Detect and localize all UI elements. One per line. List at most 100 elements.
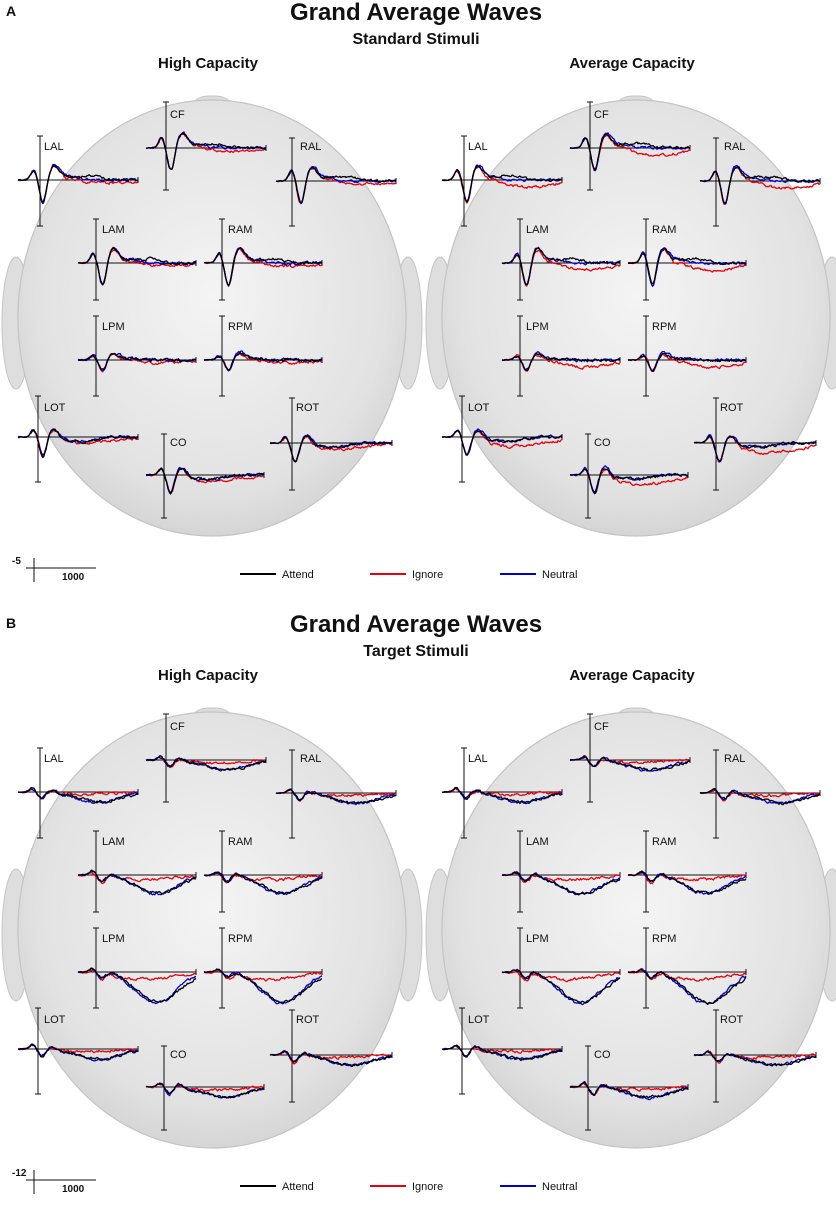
electrode-label: ROT: [720, 402, 744, 414]
electrode-label: LPM: [526, 321, 549, 333]
trace-attend-rot: [269, 435, 393, 463]
electrode-label: LPM: [102, 321, 125, 333]
head-outline: [441, 99, 831, 537]
trace-attend-rpm: [203, 352, 322, 371]
legend-label-neutral: Neutral: [542, 1181, 577, 1193]
electrode-cf: CF: [145, 101, 267, 191]
electrode-lal: LAL: [441, 747, 563, 839]
electrode-rpm: RPM: [203, 315, 323, 397]
trace-ignore-lam: [501, 872, 621, 883]
electrode-label: LAM: [526, 224, 549, 236]
panel-letter: A: [6, 3, 16, 19]
electrode-co: CO: [145, 433, 265, 519]
electrode-ral: RAL: [275, 749, 397, 839]
trace-attend-cf: [145, 132, 267, 170]
electrode-cf: CF: [569, 101, 691, 191]
electrode-label: RPM: [652, 321, 676, 333]
electrode-label: RAM: [652, 224, 676, 236]
trace-attend-rpm: [203, 968, 323, 1004]
electrode-rpm: RPM: [627, 927, 747, 1009]
trace-attend-ral: [699, 166, 821, 204]
trace-neutral-rpm: [627, 967, 747, 1006]
electrode-rot: ROT: [693, 397, 817, 491]
electrode-label: LPM: [526, 933, 549, 945]
scale-time-label: 1000: [62, 572, 85, 583]
electrode-lal: LAL: [17, 747, 139, 839]
electrode-rot: ROT: [693, 1009, 817, 1103]
electrode-ram: RAM: [203, 830, 323, 913]
electrode-label: LAM: [526, 836, 549, 848]
trace-attend-lot: [441, 429, 563, 456]
electrode-ram: RAM: [203, 218, 323, 301]
group-title: High Capacity: [158, 55, 259, 72]
electrode-label: LOT: [44, 1014, 66, 1026]
trace-attend-rot: [269, 1050, 392, 1068]
group-target-high: High Capacity LAL CF RAL LAM RAM LPM RPM LOT CO RO…: [1, 667, 423, 1149]
electrode-lam: LAM: [77, 830, 197, 913]
trace-attend-ral: [275, 167, 397, 203]
electrode-ral: RAL: [275, 137, 397, 227]
electrode-label: CF: [170, 109, 185, 121]
electrode-lpm: LPM: [501, 315, 621, 397]
trace-attend-ral: [699, 788, 821, 806]
electrode-label: CO: [594, 437, 611, 449]
electrode-label: RPM: [228, 321, 252, 333]
trace-attend-lot: [441, 1044, 563, 1062]
electrode-lal: LAL: [17, 135, 139, 227]
trace-attend-lal: [441, 165, 563, 203]
scale-amplitude-label: -12: [12, 1168, 27, 1179]
electrode-label: ROT: [296, 1014, 320, 1026]
electrode-rot: ROT: [269, 1009, 393, 1103]
trace-attend-co: [145, 1082, 265, 1099]
electrode-lam: LAM: [77, 218, 197, 301]
legend-label-neutral: Neutral: [542, 569, 577, 581]
electrode-co: CO: [569, 433, 689, 519]
trace-attend-lpm: [501, 352, 621, 371]
electrode-lpm: LPM: [77, 927, 197, 1009]
electrode-cf: CF: [569, 713, 691, 803]
electrode-lot: LOT: [17, 395, 139, 483]
legend-label-attend: Attend: [282, 569, 314, 581]
legend-label-attend: Attend: [282, 1181, 314, 1193]
panel-letter: B: [6, 615, 16, 631]
electrode-label: CF: [594, 109, 609, 121]
scale-bar: -12 1000: [12, 1168, 96, 1195]
trace-attend-rot: [693, 435, 817, 462]
electrode-lot: LOT: [441, 1007, 563, 1095]
electrode-label: RAM: [652, 836, 676, 848]
electrode-label: RPM: [652, 933, 676, 945]
electrode-label: LAL: [468, 141, 488, 153]
trace-attend-rpm: [627, 968, 747, 1005]
electrode-lpm: LPM: [77, 315, 197, 397]
electrode-label: LPM: [102, 933, 125, 945]
trace-ignore-lpm: [501, 970, 621, 983]
electrode-label: LOT: [44, 402, 66, 414]
panel-title: Grand Average Waves: [290, 0, 542, 26]
trace-attend-lal: [17, 164, 139, 203]
electrode-label: RAM: [228, 224, 252, 236]
legend: Attend Ignore Neutral: [240, 1181, 577, 1193]
trace-attend-lal: [17, 787, 139, 804]
electrode-label: CO: [594, 1049, 611, 1061]
panel-subtitle: Target Stimuli: [363, 643, 469, 660]
electrode-lot: LOT: [441, 395, 563, 483]
panel-a: A Grand Average Waves Standard Stimuli High…: [1, 0, 836, 583]
panel-b: B Grand Average Waves Target Stimuli High C…: [1, 611, 836, 1195]
electrode-label: CO: [170, 1049, 187, 1061]
electrode-label: ROT: [720, 1014, 744, 1026]
trace-attend-lpm: [77, 967, 197, 1003]
trace-attend-co: [145, 467, 265, 495]
electrode-ram: RAM: [627, 218, 747, 301]
group-title: High Capacity: [158, 667, 259, 684]
trace-attend-ral: [275, 788, 396, 804]
panel-subtitle: Standard Stimuli: [352, 31, 479, 48]
electrode-label: RPM: [228, 933, 252, 945]
group-title: Average Capacity: [569, 667, 695, 684]
trace-attend-cf: [569, 755, 691, 772]
trace-attend-lot: [17, 428, 139, 459]
trace-neutral-rot: [269, 1050, 393, 1067]
electrode-ram: RAM: [627, 830, 747, 913]
group-title: Average Capacity: [569, 55, 695, 72]
electrode-lam: LAM: [501, 830, 621, 913]
trace-attend-lpm: [77, 352, 197, 370]
